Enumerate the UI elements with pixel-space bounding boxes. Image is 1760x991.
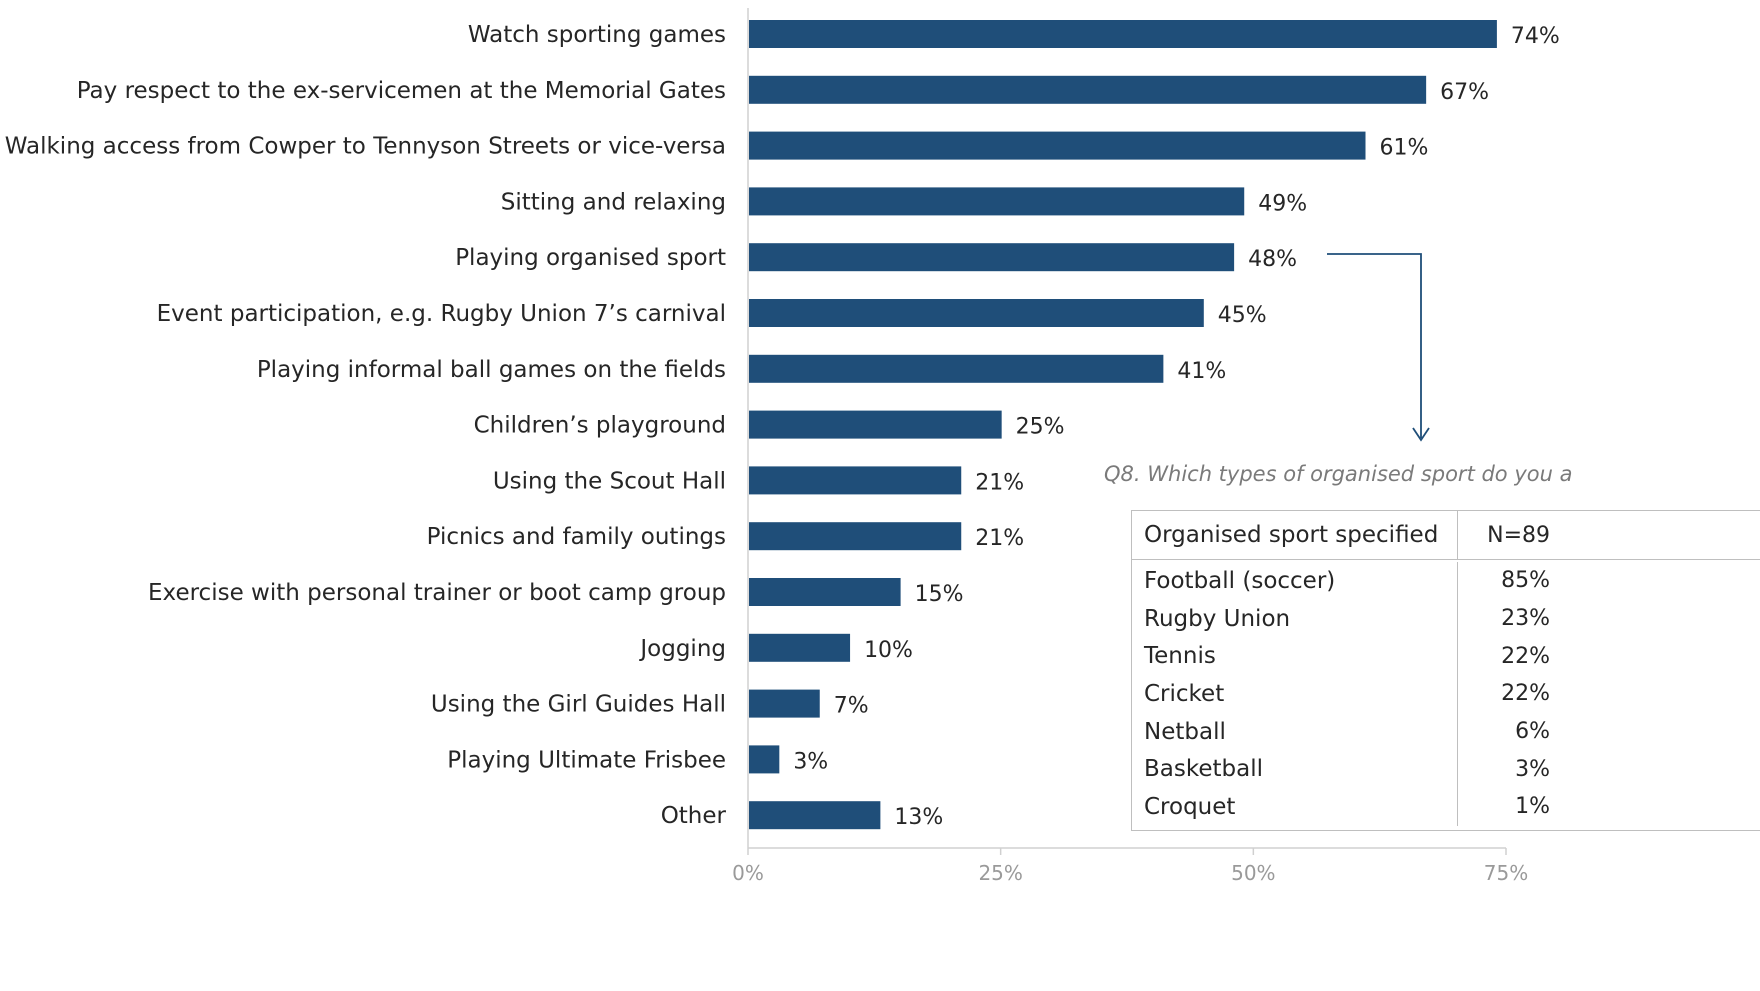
bar	[749, 745, 780, 774]
table-header-sport: Organised sport specified	[1132, 511, 1458, 559]
sport-name: Football (soccer)	[1132, 562, 1458, 600]
sport-percent: 6%	[1515, 719, 1550, 745]
sport-percent: 23%	[1501, 606, 1550, 632]
sport-percent: 85%	[1501, 568, 1550, 594]
bar	[749, 354, 1164, 383]
x-tick-label: 50%	[1231, 861, 1275, 885]
bar	[749, 20, 1497, 48]
sport-name: Tennis	[1132, 637, 1458, 676]
sport-name: Croquet	[1132, 788, 1458, 826]
sport-name: Cricket	[1132, 675, 1458, 713]
category-label: Playing Ultimate Frisbee	[447, 747, 726, 773]
table-row: Netball 6%	[1132, 712, 1760, 751]
data-label: 74%	[1511, 24, 1560, 49]
table-row: Basketball 3%	[1132, 750, 1760, 789]
category-label: Other	[661, 803, 727, 829]
bar	[749, 578, 901, 606]
bar	[749, 689, 820, 718]
x-tick-label: 25%	[978, 861, 1022, 885]
category-label: Exercise with personal trainer or boot c…	[148, 580, 726, 606]
category-label: Children’s playground	[474, 413, 726, 439]
category-label: Using the Girl Guides Hall	[431, 692, 726, 718]
data-label: 67%	[1440, 80, 1489, 105]
data-label: 48%	[1248, 247, 1297, 272]
callout-arrow	[1327, 253, 1430, 442]
bars-layer: Watch sporting games 74% Pay respect to th…	[5, 20, 1560, 830]
sport-percent: 22%	[1501, 643, 1550, 669]
data-label: 25%	[1016, 415, 1065, 440]
data-label: 45%	[1218, 303, 1267, 328]
arrow-head-icon	[1412, 427, 1430, 442]
table-row: Tennis 22%	[1132, 637, 1760, 676]
category-label: Walking access from Cowper to Tennyson S…	[5, 134, 726, 160]
organised-sport-table: Organised sport specified N=89 Football …	[1131, 510, 1760, 831]
bar	[749, 410, 1002, 439]
table-header-n: N=89	[1487, 522, 1550, 548]
category-label: Playing organised sport	[455, 245, 726, 271]
table-row: Rugby Union 23%	[1132, 599, 1760, 638]
table-row: Croquet 1%	[1132, 788, 1760, 826]
category-label: Sitting and relaxing	[501, 189, 726, 215]
data-label: 13%	[894, 805, 943, 830]
bar	[749, 75, 1427, 104]
axis-layer: 0% 25% 50% 75%	[732, 8, 1528, 885]
table-row: Cricket 22%	[1132, 675, 1760, 713]
data-label: 15%	[915, 582, 964, 607]
category-label: Picnics and family outings	[427, 524, 726, 550]
category-label: Playing informal ball games on the field…	[257, 357, 726, 383]
data-label: 3%	[793, 749, 828, 774]
bar	[749, 243, 1235, 272]
bar	[749, 187, 1245, 216]
data-label: 41%	[1177, 359, 1226, 384]
data-label: 7%	[834, 694, 869, 719]
table-body: Football (soccer) 85% Rugby Union 23% Te…	[1132, 560, 1760, 830]
sport-name: Basketball	[1132, 750, 1458, 789]
data-label: 21%	[975, 470, 1024, 495]
x-tick-label: 75%	[1484, 861, 1528, 885]
sport-name: Rugby Union	[1132, 599, 1458, 638]
category-label: Watch sporting games	[468, 22, 726, 48]
data-label: 21%	[975, 526, 1024, 551]
data-label: 49%	[1258, 191, 1307, 216]
category-label: Using the Scout Hall	[493, 468, 726, 494]
table-row: Football (soccer) 85%	[1132, 562, 1760, 600]
bar	[749, 466, 962, 495]
category-label: Jogging	[638, 636, 726, 662]
bar	[749, 299, 1204, 327]
sport-percent: 3%	[1515, 756, 1550, 782]
bar	[749, 522, 962, 551]
data-label: 10%	[864, 638, 913, 663]
data-label: 61%	[1380, 136, 1429, 161]
category-label: Pay respect to the ex-servicemen at the …	[77, 78, 726, 104]
bar	[749, 801, 881, 830]
sport-name: Netball	[1132, 712, 1458, 751]
bar	[749, 633, 851, 662]
sport-percent: 22%	[1501, 681, 1550, 707]
question-q8: Q8. Which types of organised sport do yo…	[1104, 462, 1573, 486]
sport-percent: 1%	[1515, 794, 1550, 820]
x-tick-label: 0%	[732, 861, 764, 885]
callout-connector	[1327, 253, 1422, 438]
category-label: Event participation, e.g. Rugby Union 7’…	[157, 301, 726, 327]
bar	[749, 131, 1366, 160]
table-header-row: Organised sport specified N=89	[1132, 511, 1760, 560]
